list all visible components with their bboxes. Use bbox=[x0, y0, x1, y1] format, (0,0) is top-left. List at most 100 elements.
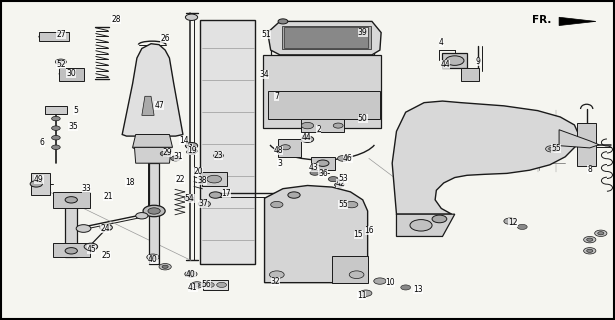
Circle shape bbox=[595, 230, 607, 236]
Text: FR.: FR. bbox=[533, 15, 552, 25]
Text: 55: 55 bbox=[338, 200, 348, 209]
Circle shape bbox=[148, 208, 161, 214]
Text: 30: 30 bbox=[66, 69, 76, 78]
Text: 17: 17 bbox=[221, 189, 231, 198]
Circle shape bbox=[280, 145, 290, 150]
Circle shape bbox=[310, 170, 320, 175]
Circle shape bbox=[216, 282, 226, 287]
Circle shape bbox=[269, 271, 284, 278]
Circle shape bbox=[374, 278, 386, 284]
Text: 51: 51 bbox=[261, 30, 271, 39]
Text: 52: 52 bbox=[56, 60, 66, 69]
Circle shape bbox=[65, 248, 77, 254]
Text: 32: 32 bbox=[271, 276, 280, 285]
Circle shape bbox=[401, 285, 411, 290]
Text: 5: 5 bbox=[73, 106, 78, 115]
Text: 21: 21 bbox=[103, 192, 113, 201]
Circle shape bbox=[136, 212, 148, 219]
Polygon shape bbox=[443, 53, 467, 68]
Text: 31: 31 bbox=[174, 152, 183, 161]
Circle shape bbox=[584, 236, 596, 243]
Text: 25: 25 bbox=[101, 251, 111, 260]
Bar bbox=[203, 280, 228, 290]
Polygon shape bbox=[200, 20, 255, 264]
Circle shape bbox=[84, 243, 98, 250]
Circle shape bbox=[52, 126, 60, 130]
Text: 26: 26 bbox=[161, 35, 170, 44]
Circle shape bbox=[204, 282, 214, 287]
Circle shape bbox=[317, 160, 329, 166]
Text: 33: 33 bbox=[82, 184, 92, 193]
Text: 56: 56 bbox=[201, 280, 211, 289]
Text: 41: 41 bbox=[188, 283, 197, 292]
Circle shape bbox=[360, 290, 372, 296]
Circle shape bbox=[587, 249, 593, 252]
Polygon shape bbox=[278, 139, 301, 157]
Polygon shape bbox=[559, 130, 599, 148]
Circle shape bbox=[147, 254, 159, 260]
Text: 29: 29 bbox=[163, 148, 172, 156]
Circle shape bbox=[76, 225, 91, 232]
Polygon shape bbox=[397, 214, 454, 236]
Circle shape bbox=[207, 175, 221, 183]
Circle shape bbox=[194, 283, 200, 286]
Text: 10: 10 bbox=[386, 278, 395, 287]
Circle shape bbox=[65, 197, 77, 203]
Polygon shape bbox=[53, 243, 90, 257]
Circle shape bbox=[584, 248, 596, 254]
Circle shape bbox=[301, 123, 314, 129]
Text: 12: 12 bbox=[509, 218, 518, 227]
Text: 44: 44 bbox=[301, 133, 311, 142]
Text: 8: 8 bbox=[587, 165, 592, 174]
Text: 53: 53 bbox=[338, 174, 348, 183]
Circle shape bbox=[184, 196, 194, 201]
Circle shape bbox=[213, 153, 223, 158]
Circle shape bbox=[150, 256, 156, 259]
Text: 49: 49 bbox=[34, 175, 44, 184]
Text: 11: 11 bbox=[357, 291, 367, 300]
Text: 40: 40 bbox=[186, 270, 196, 279]
Polygon shape bbox=[392, 101, 579, 214]
Polygon shape bbox=[301, 119, 344, 132]
Polygon shape bbox=[311, 157, 335, 170]
Polygon shape bbox=[268, 91, 380, 119]
Text: 27: 27 bbox=[56, 30, 66, 39]
Polygon shape bbox=[133, 134, 172, 147]
Text: 54: 54 bbox=[185, 194, 194, 203]
Text: 1: 1 bbox=[189, 144, 193, 153]
Circle shape bbox=[187, 148, 197, 154]
Text: 13: 13 bbox=[413, 284, 423, 293]
Circle shape bbox=[185, 142, 197, 149]
Circle shape bbox=[161, 151, 170, 156]
Text: 16: 16 bbox=[365, 226, 375, 235]
Text: 46: 46 bbox=[343, 154, 353, 163]
Circle shape bbox=[162, 265, 169, 268]
Polygon shape bbox=[45, 107, 67, 114]
Text: 18: 18 bbox=[125, 178, 134, 187]
Circle shape bbox=[143, 205, 165, 217]
Text: 38: 38 bbox=[197, 176, 207, 185]
Polygon shape bbox=[122, 44, 183, 136]
Bar bbox=[284, 28, 368, 48]
Circle shape bbox=[546, 146, 558, 152]
Text: 36: 36 bbox=[318, 169, 328, 178]
Circle shape bbox=[335, 182, 344, 188]
Text: 4: 4 bbox=[439, 38, 443, 47]
Circle shape bbox=[185, 14, 197, 20]
Polygon shape bbox=[149, 163, 159, 264]
Circle shape bbox=[159, 264, 172, 270]
Bar bbox=[282, 26, 371, 49]
Circle shape bbox=[100, 224, 113, 231]
Circle shape bbox=[188, 272, 194, 276]
Circle shape bbox=[504, 218, 516, 224]
Circle shape bbox=[198, 201, 210, 207]
Circle shape bbox=[549, 147, 555, 150]
Text: 3: 3 bbox=[277, 159, 282, 168]
Circle shape bbox=[432, 215, 446, 223]
Polygon shape bbox=[577, 123, 596, 166]
Text: 22: 22 bbox=[175, 175, 184, 184]
Polygon shape bbox=[263, 55, 381, 128]
Text: 9: 9 bbox=[475, 57, 480, 66]
Polygon shape bbox=[142, 96, 154, 116]
Text: 35: 35 bbox=[68, 122, 78, 131]
